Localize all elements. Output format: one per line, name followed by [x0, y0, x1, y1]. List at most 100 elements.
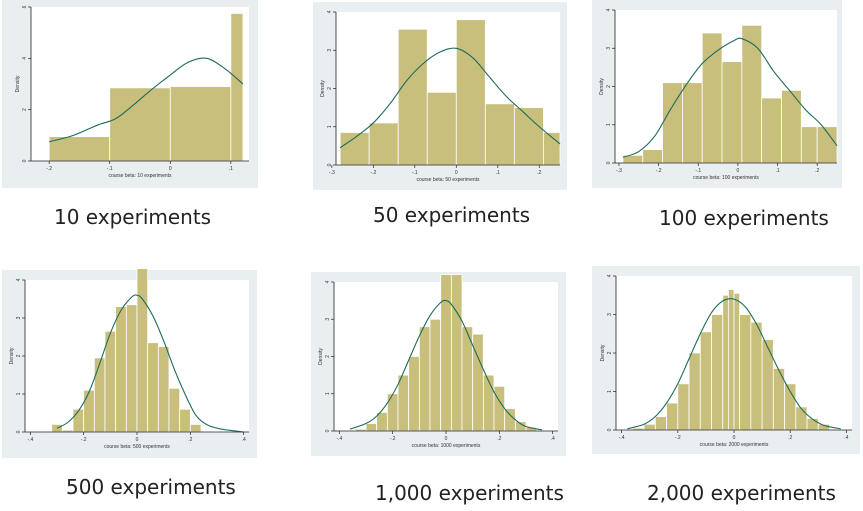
- histogram-bar: [750, 321, 763, 431]
- x-tick-label: .1: [775, 168, 779, 174]
- y-tick-label: 0: [606, 161, 612, 164]
- x-tick-label: 0: [455, 170, 458, 176]
- histogram-bar: [666, 402, 679, 431]
- x-tick-label: -.1: [107, 166, 113, 172]
- x-axis-title: course beta: 50 experiments: [416, 177, 480, 183]
- x-tick-label: -.1: [695, 168, 701, 174]
- x-tick-label: -.3: [616, 168, 622, 174]
- x-tick-label: .4: [242, 437, 246, 443]
- histogram-panel-4: -.4 -.2 0 .2 .4 0 1 2 3 4 course beta: 500 experim…: [2, 268, 257, 458]
- x-tick-label: .2: [497, 436, 501, 442]
- density-curve: [49, 57, 244, 143]
- histogram-bar: [711, 314, 724, 431]
- histogram-bar: [83, 389, 95, 433]
- histogram-bar: [699, 331, 712, 431]
- y-tick-label: 1: [606, 123, 612, 126]
- x-tick-label: -.3: [329, 170, 335, 176]
- x-tick-label: -.1: [412, 170, 418, 176]
- caption-100-experiments: 100 experiments: [659, 206, 829, 230]
- histogram-panel-3: -.3 -.2 -.1 0 .1 .2 0 1 2 3 4 course beta: 100 expe…: [592, 0, 842, 188]
- histogram-chart-2: -.3 -.2 -.1 0 .1 .2 0 1 2 3 4 course beta: 50 exper…: [320, 10, 561, 183]
- y-tick-label: 0: [22, 159, 28, 162]
- histogram-chart-3: -.3 -.2 -.1 0 .1 .2 0 1 2 3 4 course beta: 100 expe…: [599, 8, 838, 181]
- x-axis-title: course beta: 1000 experiments: [412, 443, 481, 449]
- x-axis-title: course beta: 2000 experiments: [700, 442, 769, 448]
- x-tick-label: .2: [188, 437, 192, 443]
- y-axis-title: Density: [318, 348, 324, 365]
- y-tick-label: 1: [16, 392, 22, 395]
- histogram-bar: [493, 385, 506, 432]
- x-tick-label: -.2: [81, 437, 87, 443]
- histogram-bar: [386, 393, 399, 432]
- x-axis-title: course beta: 10 experiments: [108, 173, 172, 179]
- histogram-bar: [51, 423, 63, 433]
- histogram-bar: [795, 406, 808, 431]
- histogram-bar: [677, 383, 690, 431]
- histogram-bar: [800, 126, 818, 164]
- histogram-bar: [440, 274, 452, 432]
- y-tick-label: 1: [325, 392, 331, 395]
- histogram-bar: [688, 352, 701, 431]
- histogram-chart-6: -.4 -.2 0 .2 .4 0 1 2 3 4 course beta: 2000 experi…: [600, 274, 852, 448]
- histogram-bar: [125, 304, 138, 433]
- y-tick-label: 2: [22, 108, 28, 111]
- x-tick-label: 0: [737, 168, 740, 174]
- y-axis-title: Density: [599, 78, 605, 95]
- y-tick-label: 4: [607, 274, 613, 277]
- y-tick-label: 3: [607, 313, 613, 316]
- histogram-bar: [504, 408, 516, 432]
- x-tick-label: 0: [733, 435, 736, 441]
- histogram-bar: [418, 326, 431, 432]
- y-tick-label: 0: [327, 163, 333, 166]
- x-tick-label: -.2: [370, 170, 376, 176]
- y-tick-label: 4: [22, 57, 28, 60]
- histogram-bar: [72, 408, 85, 433]
- caption-50-experiments: 50 experiments: [373, 203, 531, 227]
- histogram-bar: [169, 86, 232, 162]
- x-tick-label: .2: [537, 170, 541, 176]
- y-axis-title: Density: [600, 344, 606, 361]
- histogram-chart-4: -.4 -.2 0 .2 .4 0 1 2 3 4 course beta: 500 experim…: [9, 268, 249, 450]
- histogram-bar: [136, 268, 149, 433]
- x-tick-label: -.4: [336, 436, 342, 442]
- y-tick-label: 4: [325, 280, 331, 283]
- x-tick-label: .2: [788, 435, 792, 441]
- histogram-bar: [48, 136, 111, 162]
- density-curve: [622, 37, 838, 158]
- histogram-bar: [484, 103, 515, 166]
- histogram-chart-5: -.4 -.2 0 .2 .4 0 1 2 3 4 course beta: 1000 experi…: [318, 274, 558, 449]
- x-axis-title: course beta: 100 experiments: [693, 175, 759, 181]
- x-tick-label: -.2: [390, 436, 396, 442]
- y-tick-label: 0: [16, 430, 22, 433]
- histogram-bar: [741, 24, 763, 164]
- histogram-panel-6: -.4 -.2 0 .2 .4 0 1 2 3 4 course beta: 2000 experi…: [592, 266, 860, 454]
- y-axis-title: Density: [15, 75, 21, 92]
- y-tick-label: 3: [325, 318, 331, 321]
- histogram-bar: [397, 28, 428, 166]
- x-tick-label: .2: [815, 168, 819, 174]
- y-tick-label: 4: [327, 10, 333, 13]
- histogram-bar: [157, 346, 170, 433]
- x-tick-label: .4: [551, 436, 555, 442]
- y-tick-label: 0: [607, 428, 613, 431]
- x-tick-label: 0: [136, 437, 139, 443]
- histogram-bar: [701, 32, 723, 164]
- histogram-bar: [104, 330, 117, 433]
- y-tick-label: 2: [607, 351, 613, 354]
- y-tick-label: 4: [16, 278, 22, 281]
- density-curve: [349, 299, 543, 431]
- histogram-bar: [408, 356, 420, 432]
- x-tick-label: 0: [445, 436, 448, 442]
- histogram-chart-1: -.2 -.1 0 .1 0 2 4 6 course beta: 10 experiments…: [15, 5, 249, 179]
- density-curve: [627, 298, 841, 430]
- x-tick-label: 0: [169, 166, 172, 172]
- density-curve: [339, 47, 561, 149]
- histogram-bar: [397, 374, 410, 432]
- histogram-bar: [727, 289, 735, 431]
- histogram-bar: [643, 423, 656, 431]
- histogram-bar: [189, 423, 202, 433]
- y-axis-title: Density: [9, 347, 15, 364]
- histogram-bar: [168, 387, 181, 433]
- histogram-bar: [733, 292, 741, 431]
- histogram-bar: [426, 91, 457, 166]
